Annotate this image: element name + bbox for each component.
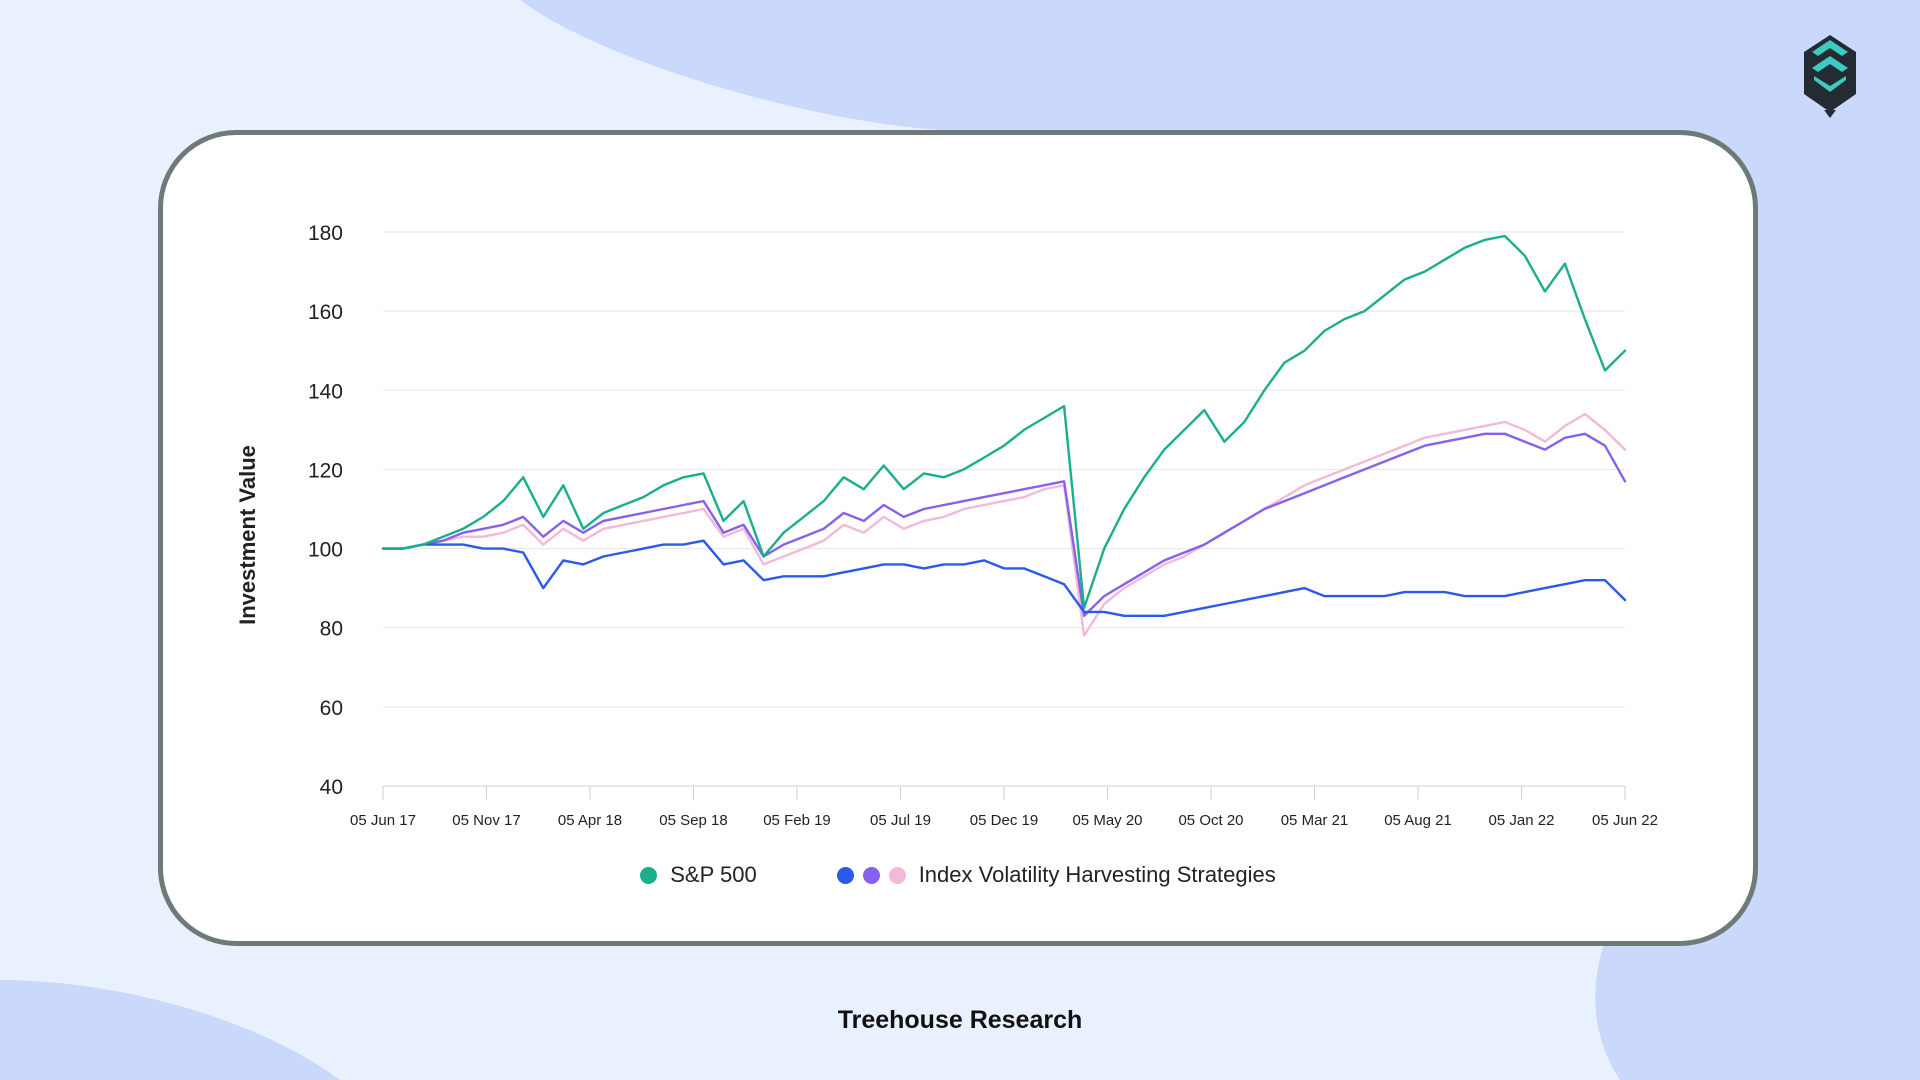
bottom-left-blob (0, 980, 340, 1080)
x-tick-label: 05 Apr 18 (558, 812, 622, 829)
series-line-strategy-purple (381, 432, 1627, 617)
legend-dot-purple (862, 866, 880, 884)
x-tick-label: 05 Jun 22 (1592, 812, 1658, 829)
x-tick-label: 05 Sep 18 (659, 812, 727, 829)
caption: Treehouse Research (837, 1006, 1083, 1034)
x-tick-label: 05 May 20 (1072, 812, 1142, 829)
line-chart: 180 160 140 120 100 80 60 40 05 Jun 17 05 Nov 17… (235, 222, 1658, 829)
legend-dot-blue (836, 866, 854, 884)
y-tick-label: 120 (308, 459, 343, 482)
y-axis-label: Investment Value (235, 445, 260, 625)
y-tick-label: 160 (308, 301, 343, 324)
y-tick-label: 100 (308, 539, 343, 562)
legend-label-sp500: S&P 500 (670, 862, 757, 887)
x-tick-label: 05 Feb 19 (763, 812, 831, 829)
legend: S&P 500 Index Volatility Harvesting Stra… (163, 855, 1753, 895)
legend-dot-pink (888, 866, 906, 884)
y-tick-label: 40 (320, 776, 343, 799)
series-lines (381, 234, 1627, 637)
top-right-blob (520, 0, 1920, 130)
y-tick-label: 180 (308, 222, 343, 245)
y-tick-label: 60 (320, 697, 343, 720)
series-line-strategy-pink (381, 412, 1627, 637)
x-tick-label: 05 Mar 21 (1281, 812, 1349, 829)
x-tick-label: 05 Dec 19 (970, 812, 1038, 829)
x-tick-label: 05 Jun 17 (350, 812, 416, 829)
legend-item-sp500: S&P 500 (640, 862, 757, 888)
legend-dot-sp500 (640, 866, 658, 884)
x-tick-label: 05 Jul 19 (870, 812, 931, 829)
legend-item-strategies: Index Volatility Harvesting Strategies (836, 862, 1276, 888)
series-line-sp500 (381, 234, 1627, 610)
x-tick-label: 05 Aug 21 (1384, 812, 1452, 829)
y-tick-label: 140 (308, 380, 343, 403)
y-axis-ticks: 180 160 140 120 100 80 60 40 (308, 222, 343, 799)
series-line-strategy-blue (381, 539, 1627, 617)
x-tick-label: 05 Oct 20 (1178, 812, 1243, 829)
x-tick-label: 05 Jan 22 (1489, 812, 1555, 829)
y-tick-label: 80 (320, 618, 343, 641)
grid-lines (383, 231, 1625, 787)
treehouse-logo-icon (1804, 35, 1856, 118)
legend-label-strategies: Index Volatility Harvesting Strategies (918, 862, 1276, 887)
chart-card: 180 160 140 120 100 80 60 40 05 Jun 17 05 Nov 17… (158, 130, 1758, 946)
x-axis: 05 Jun 17 05 Nov 17 05 Apr 18 05 Sep 18 05 F… (350, 785, 1658, 829)
x-tick-label: 05 Nov 17 (452, 812, 520, 829)
